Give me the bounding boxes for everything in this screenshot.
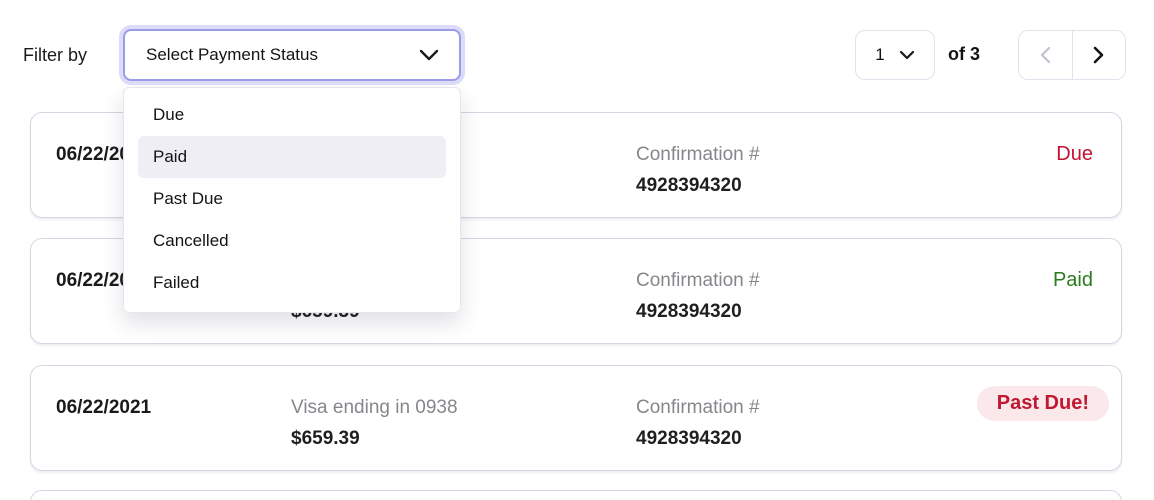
page-number-value: 1 — [875, 45, 885, 64]
payment-status-select[interactable]: Select Payment Status — [123, 29, 461, 81]
status-text-due: Due — [1056, 143, 1093, 165]
confirmation-label: Confirmation # — [636, 397, 760, 418]
status-text-paid: Paid — [1052, 269, 1093, 291]
payment-status-dropdown: Due Paid Past Due Cancelled Failed — [123, 87, 461, 313]
dropdown-option-cancelled[interactable]: Cancelled — [153, 231, 229, 250]
dropdown-option-due[interactable]: Due — [153, 105, 185, 124]
dropdown-option-failed[interactable]: Failed — [153, 273, 200, 292]
dropdown-option-paid[interactable]: Paid — [138, 136, 446, 178]
payment-status: Due — [1056, 139, 1093, 170]
filter-by-label: Filter by — [23, 45, 88, 65]
payment-status-select-value: Select Payment Status — [146, 45, 318, 64]
pagination-nav — [1018, 30, 1126, 80]
payment-method: Visa ending in 0938 $659.39 — [291, 392, 458, 454]
payment-confirmation: Confirmation # 4928394320 — [636, 265, 760, 327]
payment-status: Past Due! — [976, 386, 1109, 421]
payment-date: 06/22/2021 — [56, 397, 152, 418]
chevron-down-icon — [899, 50, 915, 60]
chevron-right-icon — [1093, 46, 1104, 64]
payment-amount: $659.39 — [291, 428, 360, 449]
confirmation-label: Confirmation # — [636, 270, 760, 291]
status-badge-past-due: Past Due! — [976, 386, 1109, 421]
prev-page-button[interactable] — [1019, 31, 1072, 79]
next-page-button[interactable] — [1071, 31, 1125, 79]
dropdown-option-past-due[interactable]: Past Due — [153, 189, 223, 208]
card-ending-text: Visa ending in 0938 — [291, 397, 458, 418]
confirmation-number: 4928394320 — [636, 428, 742, 449]
payment-row: 06/22/2021 Visa ending in 0938 $659.39 C… — [30, 365, 1122, 471]
payment-confirmation: Confirmation # 4928394320 — [636, 392, 760, 454]
page-number-select[interactable]: 1 — [855, 30, 935, 80]
chevron-down-icon — [419, 49, 439, 61]
page-count-label: of 3 — [948, 44, 981, 64]
chevron-left-icon — [1040, 46, 1051, 64]
payment-row-partial — [30, 490, 1122, 500]
payment-confirmation: Confirmation # 4928394320 — [636, 139, 760, 201]
confirmation-label: Confirmation # — [636, 144, 760, 165]
payment-status: Paid — [1053, 265, 1093, 296]
confirmation-number: 4928394320 — [636, 175, 742, 196]
confirmation-number: 4928394320 — [636, 301, 742, 322]
